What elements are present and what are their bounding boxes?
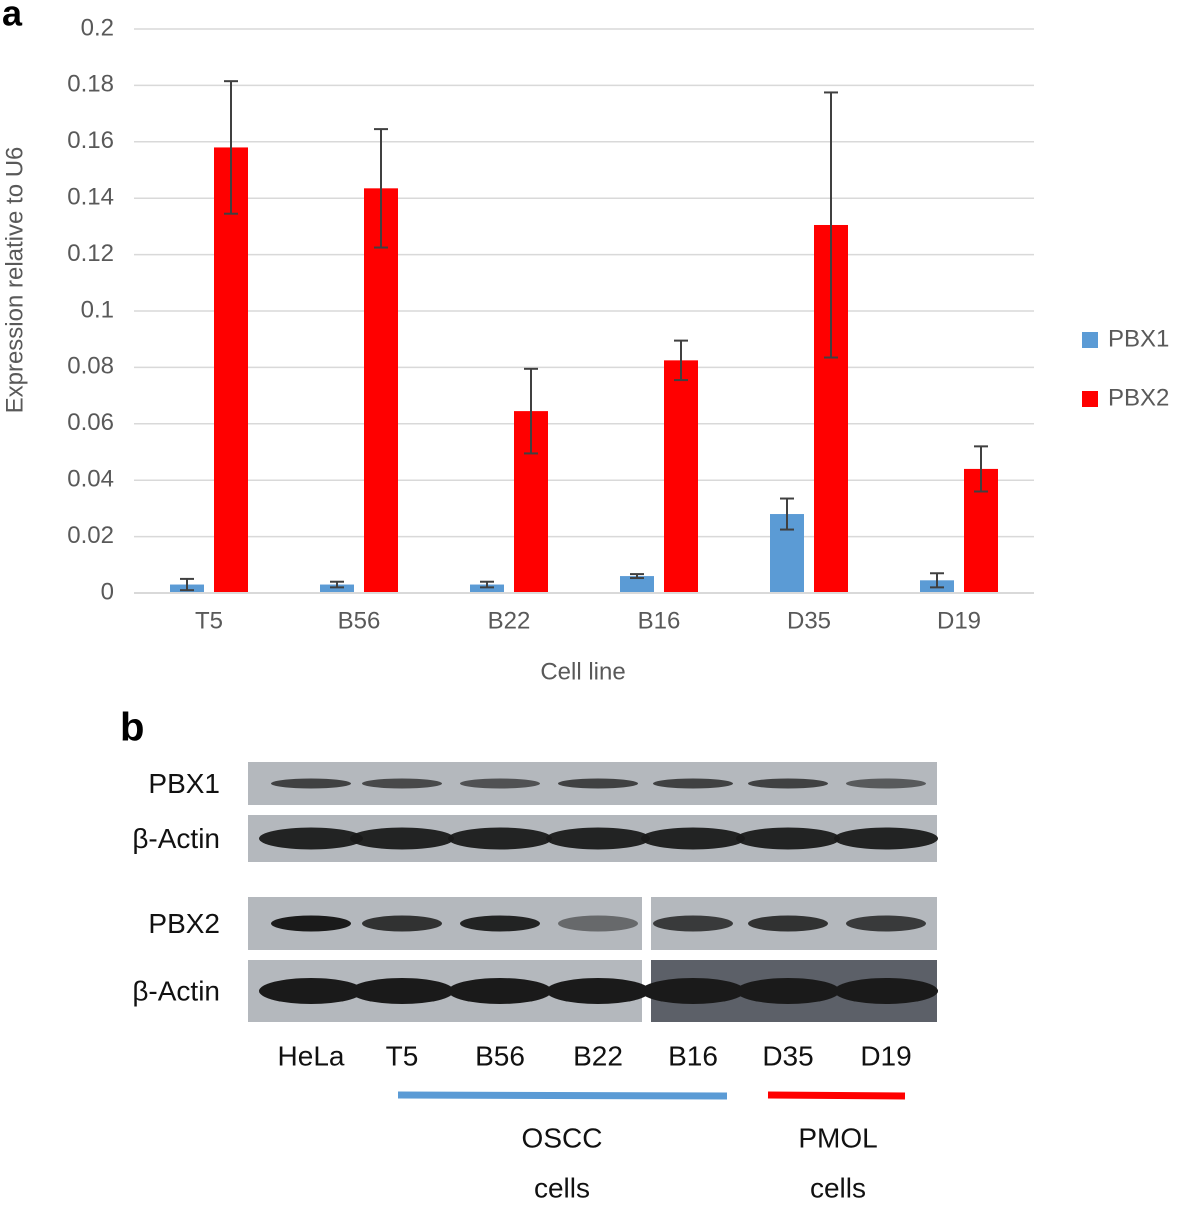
x-tick-label: D35 [787,607,831,634]
x-tick-label: B56 [338,607,381,634]
blot-band [460,778,540,789]
blot-band [748,778,828,789]
group-label: cells [534,1172,590,1203]
y-tick-label: 0 [101,578,114,605]
blot-band [834,827,938,850]
blot-band [641,827,745,850]
blot-band [546,827,650,850]
y-axis-title: Expression relative to U6 [1,147,28,414]
blot-band [546,978,650,1004]
blot-band [736,978,840,1004]
blot-band [846,778,926,789]
blot-band [748,915,828,932]
bar [214,147,248,593]
group-line [767,1091,906,1100]
error-bar [930,572,944,589]
y-tick-label: 0.06 [67,409,114,436]
y-tick-label: 0.2 [81,14,114,41]
error-bar [224,80,238,215]
lane-label: B16 [668,1040,718,1071]
panel-label: b [120,706,144,750]
blot-band [448,827,552,850]
lane-label: HeLa [278,1040,345,1071]
group-label: OSCC [522,1122,603,1153]
blot-band [653,915,733,932]
blot-label: β-Actin [132,823,220,854]
blot-band [653,778,733,789]
blot-band [259,827,363,850]
blot-band [460,915,540,932]
error-bar [824,91,838,359]
blot-label: PBX2 [148,908,220,939]
error-bar [524,367,538,455]
group-label: PMOL [798,1122,877,1153]
blot-label: PBX1 [148,768,220,799]
legend-label: PBX1 [1108,325,1169,352]
y-tick-label: 0.18 [67,71,114,98]
lane-label: D19 [860,1040,911,1071]
lane-label: B56 [475,1040,525,1071]
error-bar [674,339,688,382]
legend-label: PBX2 [1108,384,1169,411]
bar [320,584,354,593]
error-bar [974,445,988,493]
blot-band [271,778,351,789]
blot-band [350,827,454,850]
x-tick-label: T5 [195,607,223,634]
legend-swatch [1082,391,1098,407]
error-bar [630,573,644,580]
x-axis-title: Cell line [540,658,625,685]
x-tick-label: B22 [488,607,531,634]
x-tick-label: B16 [638,607,681,634]
blot-band [362,778,442,789]
bar [470,584,504,593]
blot-band [736,827,840,850]
y-tick-label: 0.1 [81,296,114,323]
y-tick-label: 0.14 [67,184,114,211]
lane-label: T5 [386,1040,419,1071]
x-tick-label: D19 [937,607,981,634]
panel-label: a [2,0,23,34]
bar [364,188,398,593]
error-bar [180,577,194,592]
blot-band [259,978,363,1004]
y-tick-label: 0.08 [67,353,114,380]
bar [664,360,698,593]
error-bar [480,580,494,589]
blot-band [834,978,938,1004]
blot-band [641,978,745,1004]
error-bar [780,497,794,531]
blot-band [558,915,638,932]
y-tick-label: 0.16 [67,127,114,154]
lane-label: B22 [573,1040,623,1071]
blot-label: β-Actin [132,975,220,1006]
legend-swatch [1082,332,1098,348]
blot-band [350,978,454,1004]
y-tick-label: 0.02 [67,522,114,549]
error-bar [330,580,344,589]
group-label: cells [810,1172,866,1203]
y-tick-label: 0.12 [67,240,114,267]
error-bar [374,128,388,249]
group-line [397,1091,728,1100]
blot-band [846,915,926,932]
bar [620,576,654,593]
blot-band [271,915,351,932]
blot-band [448,978,552,1004]
y-tick-label: 0.04 [67,466,114,493]
lane-label: D35 [762,1040,813,1071]
blot-band [362,915,442,932]
blot-band [558,778,638,789]
